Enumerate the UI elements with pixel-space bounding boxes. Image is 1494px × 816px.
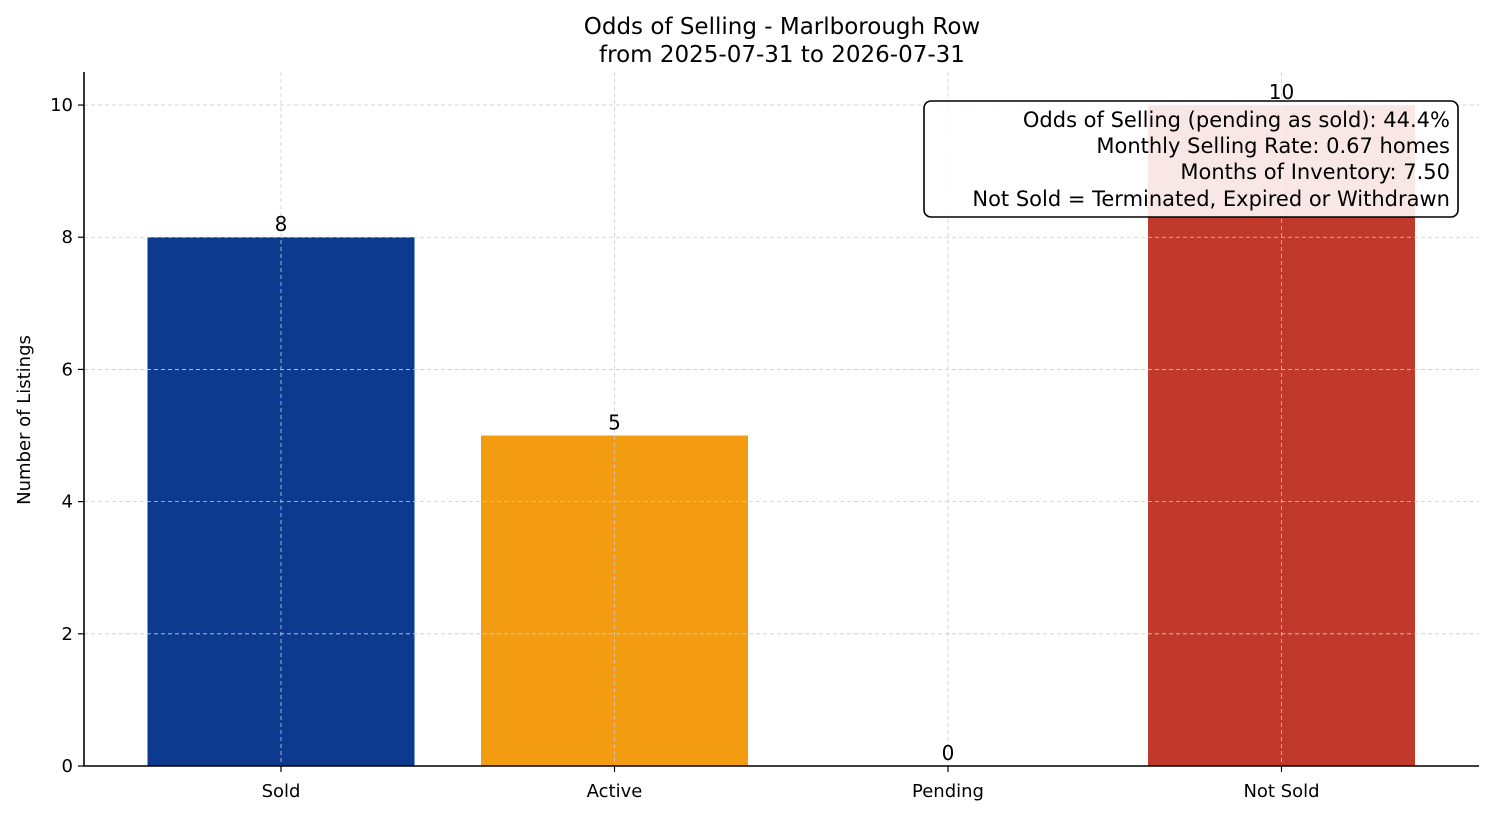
x-tick-label: Sold bbox=[262, 781, 301, 802]
stats-annotation: Odds of Selling (pending as sold): 44.4%… bbox=[923, 100, 1459, 218]
data-labels: 8 5 0 10 bbox=[275, 80, 1295, 765]
y-tick-label: 2 bbox=[62, 624, 73, 645]
y-tick-label: 4 bbox=[62, 492, 73, 513]
x-tick-label: Active bbox=[587, 781, 643, 802]
chart-subtitle: from 2025-07-31 to 2026-07-31 bbox=[599, 42, 965, 68]
y-tick-label: 0 bbox=[62, 756, 73, 777]
annotation-inventory: Months of Inventory: 7.50 bbox=[1180, 160, 1450, 184]
x-tick-label: Pending bbox=[912, 781, 984, 802]
y-tick-label: 6 bbox=[62, 359, 73, 380]
y-tick-label: 8 bbox=[62, 227, 73, 248]
axes bbox=[83, 72, 1479, 767]
y-tick-label: 10 bbox=[50, 95, 73, 116]
annotation-box bbox=[923, 100, 1459, 218]
chart-title: Odds of Selling - Marlborough Row bbox=[584, 14, 980, 40]
bar-value-label: 8 bbox=[275, 212, 288, 236]
annotation-odds: Odds of Selling (pending as sold): 44.4% bbox=[1023, 108, 1450, 132]
annotation-note: Not Sold = Terminated, Expired or Withdr… bbox=[972, 187, 1450, 211]
bar-value-label: 0 bbox=[942, 741, 955, 765]
ticks: 0 2 4 6 8 10 Sold Active Pending Not Sold bbox=[50, 95, 1319, 802]
x-tick-label: Not Sold bbox=[1243, 781, 1319, 802]
bar-value-label: 10 bbox=[1269, 80, 1294, 104]
y-axis-label: Number of Listings bbox=[14, 335, 35, 505]
bar-value-label: 5 bbox=[608, 411, 621, 435]
annotation-rate: Monthly Selling Rate: 0.67 homes bbox=[1096, 134, 1450, 158]
